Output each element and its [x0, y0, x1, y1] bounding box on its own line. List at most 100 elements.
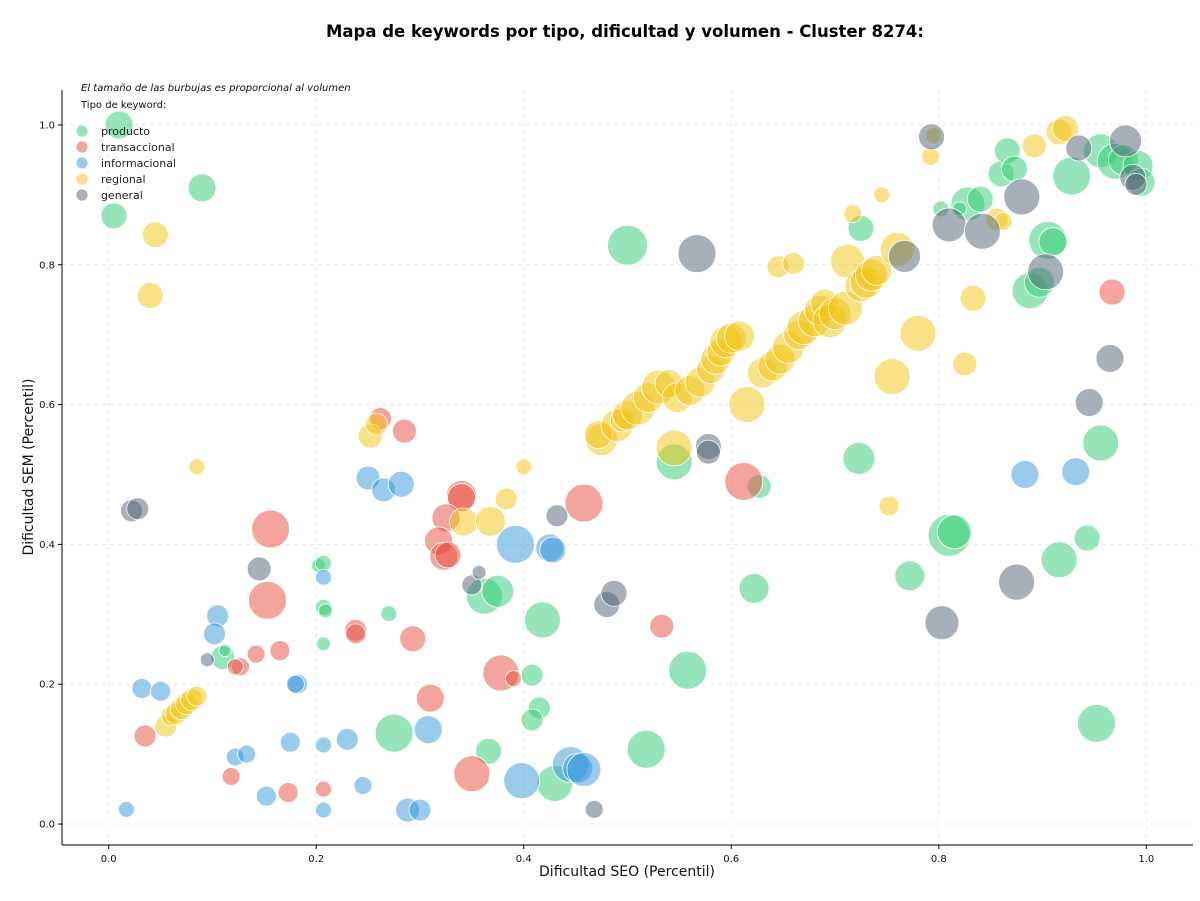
bubble-regional [878, 495, 900, 517]
bubble-informacional [566, 752, 602, 787]
bubble-transaccional [392, 418, 417, 444]
bubble-producto [894, 560, 926, 592]
legend-marker-producto [75, 124, 89, 138]
y-tick-label: 0.4 [39, 540, 55, 551]
bubble-informacional [335, 728, 359, 751]
bubble-producto [1082, 424, 1120, 462]
y-tick-label: 0.2 [39, 680, 55, 691]
bubble-general [1027, 253, 1065, 291]
bubble-regional [873, 186, 891, 204]
bubble-transaccional [399, 625, 427, 653]
bubble-producto [374, 713, 414, 753]
legend-title: Tipo de keyword: [80, 100, 166, 111]
bubbles [100, 110, 1156, 823]
bubble-informacional [315, 801, 332, 819]
bubble-regional [861, 254, 892, 286]
series-informacional [117, 457, 1091, 823]
legend-marker-general [75, 188, 89, 202]
bubble-informacional [315, 568, 332, 586]
bubble-regional [188, 458, 206, 476]
bubble-general [199, 652, 215, 668]
bubble-regional [475, 505, 506, 537]
bubble-general [1003, 178, 1041, 216]
bubble-informacional [1010, 460, 1040, 489]
bubble-informacional [117, 800, 135, 818]
bubble-regional [843, 204, 863, 224]
x-tick-label: 0.4 [516, 854, 532, 865]
bubble-transaccional [649, 613, 675, 639]
legend-marker-transaccional [75, 140, 89, 154]
bubble-general [584, 799, 604, 819]
bubble-producto [842, 442, 876, 475]
bubble-regional [1021, 133, 1047, 159]
bubble-transaccional [415, 683, 445, 713]
x-tick-label: 0.2 [308, 854, 324, 865]
legend-marker-informacional [75, 156, 89, 170]
bubble-producto [1077, 703, 1116, 743]
bubble-producto [1052, 156, 1091, 196]
bubble-general [600, 579, 628, 607]
legend-label-general: general [101, 189, 143, 202]
bubble-producto [520, 708, 544, 732]
bubble-producto [1040, 541, 1078, 579]
bubble-general [1095, 344, 1125, 373]
bubble-transaccional [434, 541, 462, 569]
y-axis-label: Dificultad SEM (Percentil) [21, 379, 37, 556]
legend-label-producto: producto [101, 125, 150, 138]
bubble-informacional [256, 785, 277, 807]
bubble-general [461, 574, 483, 596]
bubble-producto [936, 514, 972, 550]
bubble-informacional [387, 470, 415, 498]
bubble-general [931, 207, 967, 243]
bubble-producto [738, 573, 770, 604]
bubble-informacional [279, 731, 301, 753]
x-tick-label: 0.8 [931, 854, 947, 865]
bubble-transaccional [226, 658, 244, 676]
legend: producto transaccional informacional region… [75, 124, 176, 202]
y-tick-label: 0.6 [39, 400, 55, 411]
bubble-informacional [503, 762, 541, 800]
bubble-regional [959, 284, 987, 312]
bubble-regional [515, 458, 533, 476]
bubble-transaccional [724, 462, 764, 501]
bubble-producto [318, 603, 333, 619]
bubble-producto [104, 110, 134, 140]
x-axis-label: Dificultad SEO (Percentil) [539, 864, 715, 880]
bubble-regional [494, 487, 518, 511]
y-tick-label: 1.0 [39, 120, 55, 131]
bubble-producto [668, 650, 708, 690]
x-tick-label: 0.6 [723, 854, 739, 865]
bubble-regional [364, 412, 388, 436]
bubble-transaccional [221, 767, 241, 786]
bubble-producto [187, 173, 217, 203]
bubble-producto [1001, 155, 1028, 183]
legend-marker-regional [75, 172, 89, 186]
bubble-producto [524, 601, 561, 639]
bubble-regional [952, 351, 978, 377]
bubble-producto [100, 202, 128, 230]
bubble-regional [449, 507, 478, 537]
bubble-informacional [237, 744, 257, 764]
bubble-producto [966, 185, 994, 213]
bubble-informacional [203, 622, 226, 646]
bubble-transaccional [1098, 278, 1126, 306]
bubble-informacional [353, 776, 373, 795]
bubble-general [545, 504, 569, 528]
bubble-producto [316, 636, 331, 652]
bubble-general [1124, 172, 1148, 196]
bubble-producto [1073, 524, 1101, 552]
bubble-general [1074, 388, 1104, 417]
bubble-transaccional [564, 483, 604, 523]
bubble-transaccional [315, 780, 332, 798]
bubble-producto [475, 737, 502, 765]
bubble-regional [141, 221, 169, 249]
bubble-general [677, 234, 717, 273]
bubble-producto [607, 224, 648, 266]
bubble-general [918, 123, 945, 151]
y-tick-label: 0.8 [39, 260, 55, 271]
bubble-general [998, 563, 1036, 601]
bubble-informacional [150, 680, 171, 702]
bubble-general [1109, 124, 1142, 158]
x-tick-label: 0.0 [101, 854, 117, 865]
